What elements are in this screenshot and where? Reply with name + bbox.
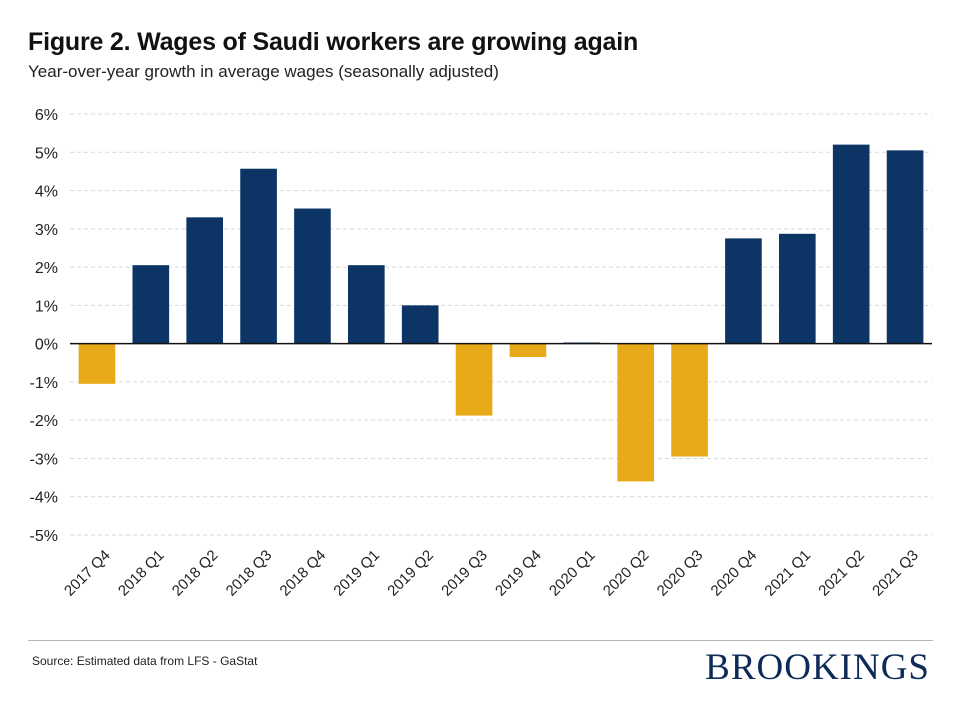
x-tick-label: 2018 Q1 bbox=[115, 547, 168, 600]
x-tick-label: 2020 Q3 bbox=[654, 547, 707, 600]
bar bbox=[617, 343, 655, 482]
y-tick-label: 3% bbox=[35, 222, 58, 239]
bar bbox=[725, 238, 762, 344]
bar bbox=[78, 343, 116, 384]
y-tick-label: -5% bbox=[30, 528, 58, 545]
bar bbox=[886, 150, 924, 344]
x-tick-label: 2019 Q2 bbox=[384, 547, 437, 600]
bar bbox=[509, 343, 547, 358]
bar bbox=[294, 208, 331, 344]
y-tick-label: -4% bbox=[30, 490, 58, 507]
bars bbox=[78, 144, 924, 482]
x-axis-labels: 2017 Q4 2018 Q1 2018 Q2 2018 Q3 2018 Q4 2019 … bbox=[61, 547, 922, 600]
bar bbox=[240, 168, 277, 344]
chart-title: Figure 2. Wages of Saudi workers are gro… bbox=[28, 28, 639, 56]
x-tick-label: 2019 Q4 bbox=[492, 547, 545, 600]
bar bbox=[347, 265, 385, 344]
brookings-logo: BROOKINGS bbox=[705, 647, 930, 688]
x-tick-label: 2019 Q1 bbox=[330, 547, 383, 600]
x-tick-label: 2017 Q4 bbox=[61, 547, 114, 600]
bar-chart: 6%5%4%3%2%1%0%-1%-2%-3%-4%-5% 2017 Q4 201… bbox=[30, 107, 932, 600]
y-axis-ticks: 6% 5% 4% 3% 2% 1% 0% -1% -2% -3% -4% -5% bbox=[30, 107, 58, 545]
y-tick-label: 2% bbox=[35, 260, 58, 277]
bar bbox=[132, 265, 170, 344]
y-tick-label: 4% bbox=[35, 184, 58, 201]
x-tick-label: 2020 Q2 bbox=[600, 547, 653, 600]
y-tick-label: -1% bbox=[30, 375, 58, 392]
bar bbox=[671, 343, 708, 457]
chart-subtitle: Year-over-year growth in average wages (… bbox=[28, 62, 499, 81]
x-tick-label: 2020 Q1 bbox=[546, 547, 599, 600]
x-tick-label: 2019 Q3 bbox=[438, 547, 491, 600]
x-tick-label: 2020 Q4 bbox=[708, 547, 761, 600]
bar bbox=[778, 233, 816, 344]
bar bbox=[186, 217, 224, 344]
x-tick-label: 2018 Q2 bbox=[169, 547, 222, 600]
source-note: Source: Estimated data from LFS - GaStat bbox=[32, 654, 258, 668]
x-tick-label: 2018 Q4 bbox=[277, 547, 330, 600]
y-tick-label: -2% bbox=[30, 413, 58, 430]
footer-divider bbox=[28, 640, 933, 641]
bar bbox=[401, 305, 439, 344]
y-tick-label: 6% bbox=[35, 107, 58, 124]
bar bbox=[832, 144, 870, 344]
x-tick-label: 2018 Q3 bbox=[223, 547, 276, 600]
y-tick-label: 0% bbox=[35, 337, 58, 354]
x-tick-label: 2021 Q1 bbox=[761, 547, 814, 600]
y-tick-label: 5% bbox=[35, 145, 58, 162]
x-tick-label: 2021 Q2 bbox=[815, 547, 868, 600]
y-tick-label: 1% bbox=[35, 298, 58, 315]
bar bbox=[455, 343, 493, 416]
y-tick-label: -3% bbox=[30, 451, 58, 468]
x-tick-label: 2021 Q3 bbox=[869, 547, 922, 600]
